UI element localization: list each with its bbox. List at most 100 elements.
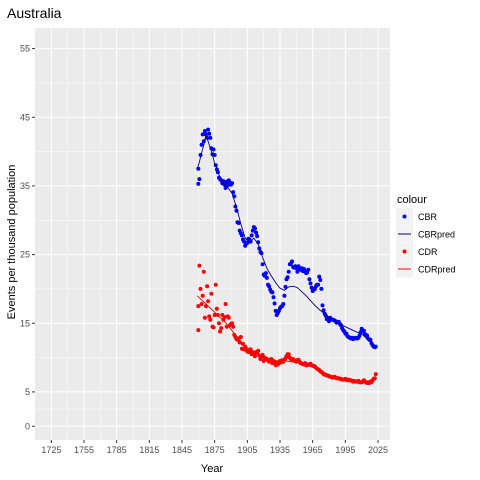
cbr-point [290, 259, 294, 264]
cdr-point [214, 306, 219, 311]
y-tick-label: 45 [20, 112, 30, 122]
cbr-point [267, 284, 272, 289]
legend-symbol-cbr [402, 214, 407, 219]
y-axis-title: Events per thousand population [6, 165, 18, 320]
series-layer [196, 127, 378, 385]
cdr-point [198, 286, 203, 291]
cdr-point [199, 302, 204, 306]
x-tick-label: 1845 [172, 445, 192, 455]
x-axis-title: Year [201, 463, 224, 475]
x-tick-label: 1725 [41, 445, 61, 455]
cbr-point [321, 308, 326, 313]
x-tick-label: 1755 [74, 445, 94, 455]
cbr-point [295, 269, 300, 274]
cdr-point [226, 315, 231, 320]
cbr-point [239, 233, 244, 238]
cbr-point [285, 275, 290, 280]
x-tick-label: 1995 [335, 445, 355, 455]
cbr-point [263, 271, 268, 276]
cdr-point [373, 372, 378, 377]
x-tick-label: 2025 [368, 445, 388, 455]
cdr-point [197, 263, 202, 268]
cdr-point [211, 325, 216, 330]
cdr-point [196, 304, 201, 309]
cbr-point [236, 221, 241, 225]
x-tick-label: 1905 [237, 445, 257, 455]
cdr-point [223, 302, 228, 306]
legend-symbol-cdr [402, 249, 407, 254]
grid-minor [35, 28, 390, 440]
cbr-point [223, 186, 228, 190]
legend-items: CBR CBRpred CDR CDRpred [396, 208, 456, 278]
cdr-point [219, 326, 224, 331]
x-tick-label: 1815 [139, 445, 159, 455]
y-tick-label: 0 [25, 421, 30, 431]
y-tick-label: 5 [25, 387, 30, 397]
cbr-point [281, 302, 286, 306]
cbr-point [230, 181, 235, 186]
cdr-point [205, 284, 210, 289]
cbr-point [255, 234, 260, 239]
cdr-point [372, 376, 377, 381]
legend: colour CBR CBRpred CDR CDRpred [396, 194, 456, 278]
cbr-point [254, 230, 259, 235]
cbr-point [206, 127, 211, 132]
cdr-point [209, 291, 214, 296]
cbr-point [319, 286, 324, 291]
cbr-point [283, 284, 288, 289]
cdr-point [230, 321, 235, 326]
cbr-point [306, 267, 311, 272]
cbr-point [199, 142, 204, 147]
cdr-point [241, 341, 245, 346]
chart-title: Australia [7, 5, 62, 21]
cdr-point [256, 348, 261, 353]
cbr-point [196, 166, 201, 171]
cdr-point [231, 324, 236, 329]
y-tick-label: 15 [20, 318, 30, 328]
cbr-point [208, 135, 213, 140]
x-axis: 1725 1755 1785 1815 1845 1875 1905 1935 1965 1995… [41, 440, 388, 455]
cbr-point [207, 131, 212, 136]
cbr-point [361, 328, 366, 333]
cbr-point [317, 274, 322, 279]
cbr-point [200, 132, 205, 137]
y-tick-label: 55 [20, 44, 30, 54]
cbr-point [282, 293, 287, 298]
y-tick-label: 35 [20, 181, 30, 191]
series-cdrpred [196, 295, 376, 383]
series-cbr [196, 127, 378, 350]
cbr-point [271, 295, 276, 300]
cdr-point [208, 317, 213, 322]
cbr-point [211, 147, 216, 152]
cbr-point [316, 282, 321, 287]
cdr-point [218, 329, 223, 334]
cdr-point [200, 293, 205, 298]
cdr-point [206, 299, 211, 304]
cbr-point [323, 313, 328, 318]
grid-major [35, 28, 390, 440]
cdr-point [213, 282, 218, 287]
cdr-point [253, 354, 257, 359]
x-tick-label: 1935 [270, 445, 290, 455]
cdr-point [201, 269, 206, 274]
cbr-point [202, 129, 207, 133]
series-cbrpred [196, 132, 377, 348]
cdr-point [286, 352, 291, 357]
cbr-point [373, 344, 378, 349]
cdr-point [204, 304, 208, 309]
cbr-point [270, 290, 275, 295]
y-axis: 0 5 15 25 35 45 55 [20, 44, 35, 431]
cbr-point [264, 275, 269, 280]
legend-label-cbr: CBR [418, 212, 438, 222]
cbr-point [196, 181, 201, 186]
cbr-point [260, 262, 265, 267]
cbr-point [320, 303, 325, 308]
legend-title: colour [397, 194, 427, 206]
y-tick-label: 25 [20, 250, 30, 260]
cdr-point [212, 313, 217, 317]
legend-label-cbrpred: CBRpred [418, 230, 455, 240]
cdr-point [202, 315, 207, 320]
cdr-point [238, 335, 243, 339]
plot-panel [35, 28, 390, 440]
